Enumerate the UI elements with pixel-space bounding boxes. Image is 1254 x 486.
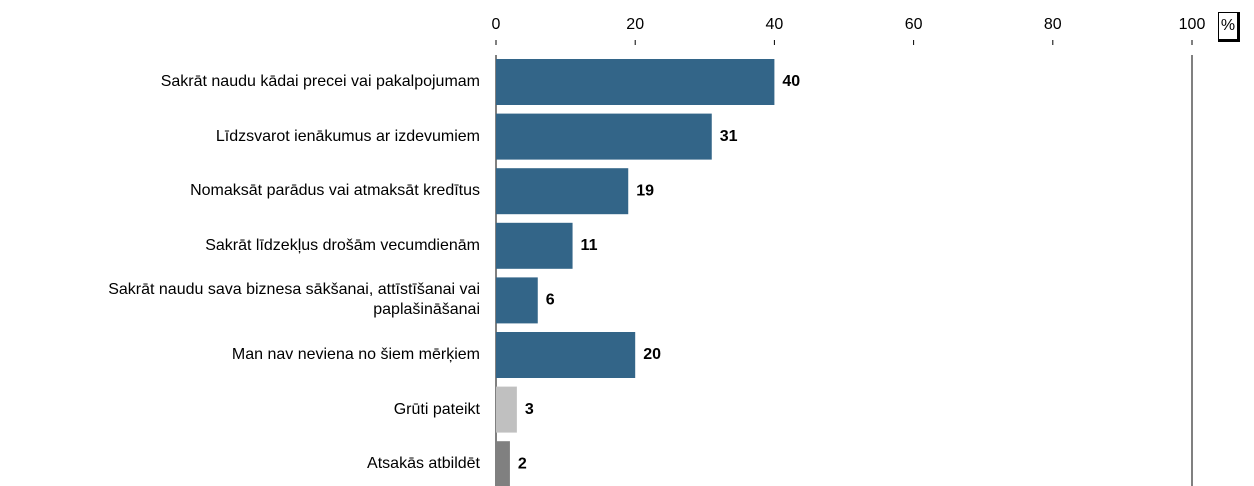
category-label: Atsakās atbildēt xyxy=(367,455,480,473)
x-tick-label: 80 xyxy=(1044,16,1062,33)
value-label: 19 xyxy=(636,182,654,199)
bar xyxy=(496,113,712,160)
x-tick-label: 20 xyxy=(626,16,644,33)
category-label: Sakrāt līdzekļus drošām vecumdienām xyxy=(205,236,480,254)
value-label: 6 xyxy=(546,292,555,309)
value-label: 40 xyxy=(782,73,800,90)
bar xyxy=(496,168,629,215)
x-tick-label: 0 xyxy=(492,16,501,33)
bar xyxy=(496,222,573,269)
x-tick-label: 60 xyxy=(905,16,923,33)
unit-label: % xyxy=(1218,12,1240,42)
value-label: 3 xyxy=(525,401,534,418)
category-label: Nomaksāt parādus vai atmaksāt kredītus xyxy=(190,182,480,200)
bar xyxy=(496,59,775,105)
bar xyxy=(496,386,517,433)
bar xyxy=(496,441,510,486)
bar xyxy=(496,277,538,324)
x-tick-label: 40 xyxy=(766,16,784,33)
x-tick-label: 100 xyxy=(1179,16,1206,33)
category-label: Man nav neviena no šiem mērķiem xyxy=(231,346,480,363)
value-label: 2 xyxy=(518,455,527,472)
value-label: 31 xyxy=(720,128,738,145)
value-label: 20 xyxy=(643,346,661,363)
value-label: 11 xyxy=(581,237,598,254)
category-label: Līdzsvarot ienākumus ar izdevumiem xyxy=(215,127,480,145)
bar xyxy=(496,332,636,378)
category-label: Sakrāt naudu kādai precei vai pakalpojum… xyxy=(160,73,480,90)
category-label: Sakrāt naudu sava biznesa sākšanai, attī… xyxy=(108,281,480,319)
category-label: Grūti pateikt xyxy=(393,400,480,418)
